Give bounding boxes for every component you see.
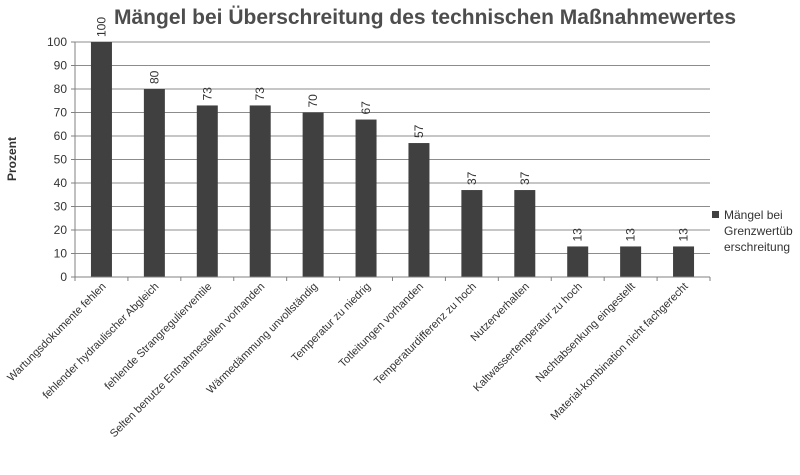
- data-label: 37: [518, 171, 532, 185]
- bar: [302, 112, 324, 277]
- y-tick-label: 50: [54, 153, 68, 167]
- x-tick-label: Nachtabsenkung eingestellt: [534, 281, 638, 385]
- gridlines: [75, 41, 710, 254]
- data-label: 73: [253, 87, 267, 101]
- bar: [408, 143, 430, 277]
- x-tick-label: Kaltwassertemperatur zu hoch: [471, 281, 585, 395]
- legend-swatch: [712, 211, 719, 218]
- data-label: 100: [94, 17, 108, 37]
- data-label: 13: [624, 228, 638, 242]
- bar: [461, 190, 483, 277]
- x-tick-label: fehlende Strangregulierventile: [103, 281, 215, 393]
- y-tick-label: 60: [54, 129, 68, 143]
- axes: [71, 41, 711, 281]
- bar: [620, 246, 642, 277]
- x-tick-label: Wartungsdokumente fehlen: [5, 281, 108, 384]
- x-tick-label: Temperaturdifferenz zu hoch: [372, 281, 479, 388]
- x-tick-label: Wärmedämmung unvollständig: [205, 281, 321, 397]
- bar: [514, 190, 536, 277]
- data-label: 70: [306, 94, 320, 108]
- data-label: 13: [571, 228, 585, 242]
- bar: [143, 89, 165, 277]
- y-tick-label: 0: [60, 270, 67, 284]
- bars: [90, 42, 695, 277]
- y-tick-label: 70: [54, 106, 68, 120]
- y-tick-label: 30: [54, 200, 68, 214]
- bar: [355, 119, 377, 277]
- bar: [673, 246, 695, 277]
- legend-label: Mängel bei Grenzwertüb erschreitung: [724, 208, 793, 254]
- data-label: 37: [465, 171, 479, 185]
- y-tick-label: 20: [54, 223, 68, 237]
- bar: [249, 105, 271, 277]
- y-tick-label: 100: [47, 35, 67, 49]
- data-label: 73: [200, 87, 214, 101]
- y-tick-label: 80: [54, 82, 68, 96]
- y-tick-label: 10: [54, 247, 68, 261]
- data-label: 67: [359, 101, 373, 115]
- data-label: 13: [677, 228, 691, 242]
- y-tick-label: 40: [54, 176, 68, 190]
- x-tick-label: fehlender hydraulischer Abgleich: [41, 281, 162, 402]
- y-tick-label: 90: [54, 59, 68, 73]
- bar: [196, 105, 218, 277]
- chart-title: Mängel bei Überschreitung des technische…: [114, 6, 736, 29]
- data-label: 80: [147, 70, 161, 84]
- bar: [567, 246, 589, 277]
- bar: [90, 42, 112, 277]
- data-label: 57: [412, 124, 426, 138]
